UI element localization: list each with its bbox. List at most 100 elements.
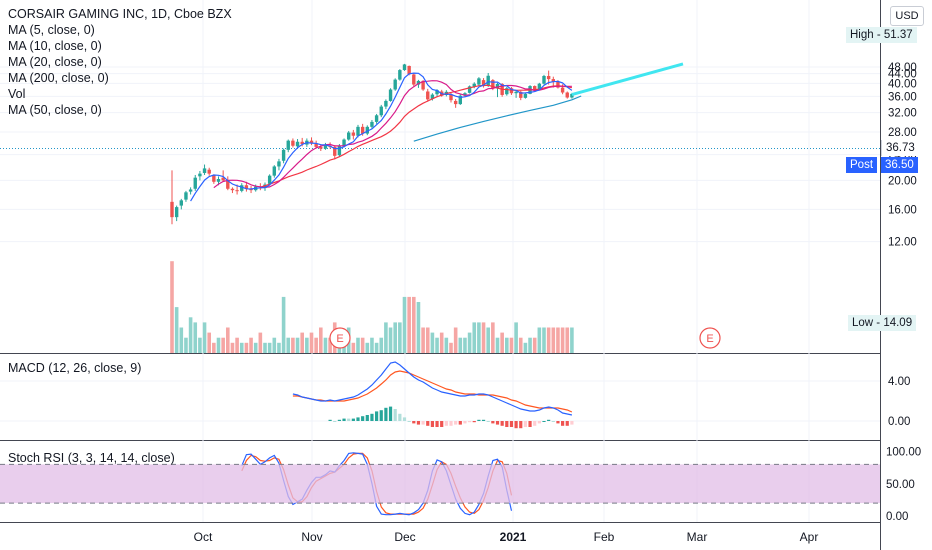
- earnings-marker[interactable]: E: [329, 327, 351, 349]
- macd-histogram-bar: [407, 421, 411, 422]
- candle-body: [291, 140, 295, 146]
- volume-bar: [267, 342, 272, 353]
- volume-bar: [379, 337, 384, 353]
- volume-bar: [505, 337, 509, 353]
- volume-bar: [500, 332, 504, 353]
- symbol-title[interactable]: CORSAIR GAMING INC, 1D, Cboe BZX: [8, 7, 232, 21]
- volume-bar: [216, 337, 221, 353]
- study-ma5[interactable]: MA (5, close, 0): [8, 23, 95, 37]
- macd-histogram-bar: [416, 421, 421, 425]
- candle-body: [472, 83, 476, 87]
- candle-body: [556, 81, 560, 88]
- post-label: Post: [846, 157, 878, 173]
- macd-histogram-bar: [421, 421, 425, 425]
- earnings-marker[interactable]: E: [699, 327, 721, 349]
- study-vol[interactable]: Vol: [8, 87, 26, 101]
- macd-histogram-bar: [337, 419, 341, 421]
- candle-body: [230, 188, 235, 191]
- volume-bar: [193, 322, 198, 353]
- study-ma200[interactable]: MA (200, close, 0): [8, 71, 109, 85]
- candle-body: [467, 86, 472, 93]
- macd-histogram-bar: [463, 421, 467, 424]
- macd-histogram-bar: [444, 421, 448, 426]
- macd-histogram-bar: [570, 421, 574, 425]
- volume-bar: [221, 337, 225, 353]
- volume-bar: [351, 342, 356, 353]
- macd-histogram-bar: [375, 411, 379, 421]
- macd-histogram-bar: [509, 421, 514, 427]
- macd-histogram-bar: [505, 421, 509, 427]
- candle-body: [365, 126, 369, 134]
- volume-bar: [184, 337, 188, 353]
- volume-bar: [174, 307, 179, 353]
- candle-body: [537, 83, 542, 90]
- volume-bar: [477, 322, 481, 353]
- volume-bar: [458, 337, 463, 353]
- macd-legend[interactable]: MACD (12, 26, close, 9): [8, 361, 142, 375]
- macd-histogram-bar: [388, 406, 393, 421]
- study-ma50[interactable]: MA (50, close, 0): [8, 103, 102, 117]
- time-tick-label: Apr: [800, 530, 819, 544]
- candle-body: [272, 166, 276, 176]
- low-price-tag: Low - 14.09: [848, 315, 917, 331]
- volume-bar: [263, 342, 267, 353]
- volume-bar: [388, 327, 393, 353]
- macd-histogram-bar: [514, 421, 518, 429]
- volume-bar: [253, 342, 258, 353]
- stoch-legend[interactable]: Stoch RSI (3, 3, 14, 14, close): [8, 451, 175, 465]
- candle-body: [184, 192, 188, 200]
- volume-bar: [435, 337, 439, 353]
- volume-bar: [281, 296, 286, 353]
- last-price-tag: 36.73: [881, 140, 919, 156]
- price-tick-label: 40.00: [888, 78, 917, 90]
- stoch-tick-label: 50.00: [886, 479, 915, 491]
- post-price-tag: 36.50: [881, 157, 918, 173]
- volume-bar: [249, 337, 253, 353]
- macd-histogram-bar: [347, 418, 351, 421]
- earnings-marker-circle: [329, 327, 351, 349]
- volume-bar: [398, 322, 402, 353]
- candle-body: [449, 94, 453, 101]
- macd-histogram-bar: [551, 421, 555, 422]
- ma50-line: [413, 95, 582, 142]
- study-ma10[interactable]: MA (10, close, 0): [8, 39, 102, 53]
- candle-body: [351, 132, 356, 136]
- stoch-rsi-pane: [0, 463, 880, 504]
- candle-body: [337, 146, 342, 156]
- candle-body: [407, 65, 411, 75]
- volume-bar: [523, 342, 528, 353]
- macd-histogram-bar: [365, 415, 369, 421]
- currency-button[interactable]: USD: [890, 6, 924, 26]
- macd-signal-line: [292, 370, 573, 413]
- candle-body: [226, 180, 230, 189]
- candle-body: [412, 74, 416, 85]
- candle-body: [426, 91, 430, 100]
- macd-histogram-bar: [500, 421, 504, 426]
- candle-body: [481, 80, 486, 86]
- volume-bar: [514, 322, 518, 353]
- candle-body: [314, 144, 318, 147]
- study-ma20[interactable]: MA (20, close, 0): [8, 55, 102, 69]
- candle-body: [198, 173, 202, 177]
- macd-histogram-bar: [412, 421, 416, 424]
- candle-body: [430, 94, 435, 100]
- volume-bar: [556, 327, 560, 353]
- volume-bar: [412, 296, 416, 353]
- candle-body: [281, 149, 286, 161]
- candle-body: [342, 139, 346, 147]
- macd-histogram-bar: [393, 409, 397, 421]
- volume-bar: [551, 327, 556, 353]
- candle-body: [295, 141, 300, 147]
- volume-bar: [430, 332, 435, 353]
- macd-histogram-bar: [361, 416, 365, 421]
- macd-line: [292, 361, 573, 416]
- candle-body: [170, 201, 174, 218]
- macd-histogram-bar: [398, 413, 402, 421]
- candle-body: [546, 75, 551, 80]
- candle-body: [486, 75, 490, 86]
- volume-bar: [244, 342, 249, 353]
- macd-histogram-bar: [537, 421, 541, 424]
- volume-bar: [421, 327, 425, 353]
